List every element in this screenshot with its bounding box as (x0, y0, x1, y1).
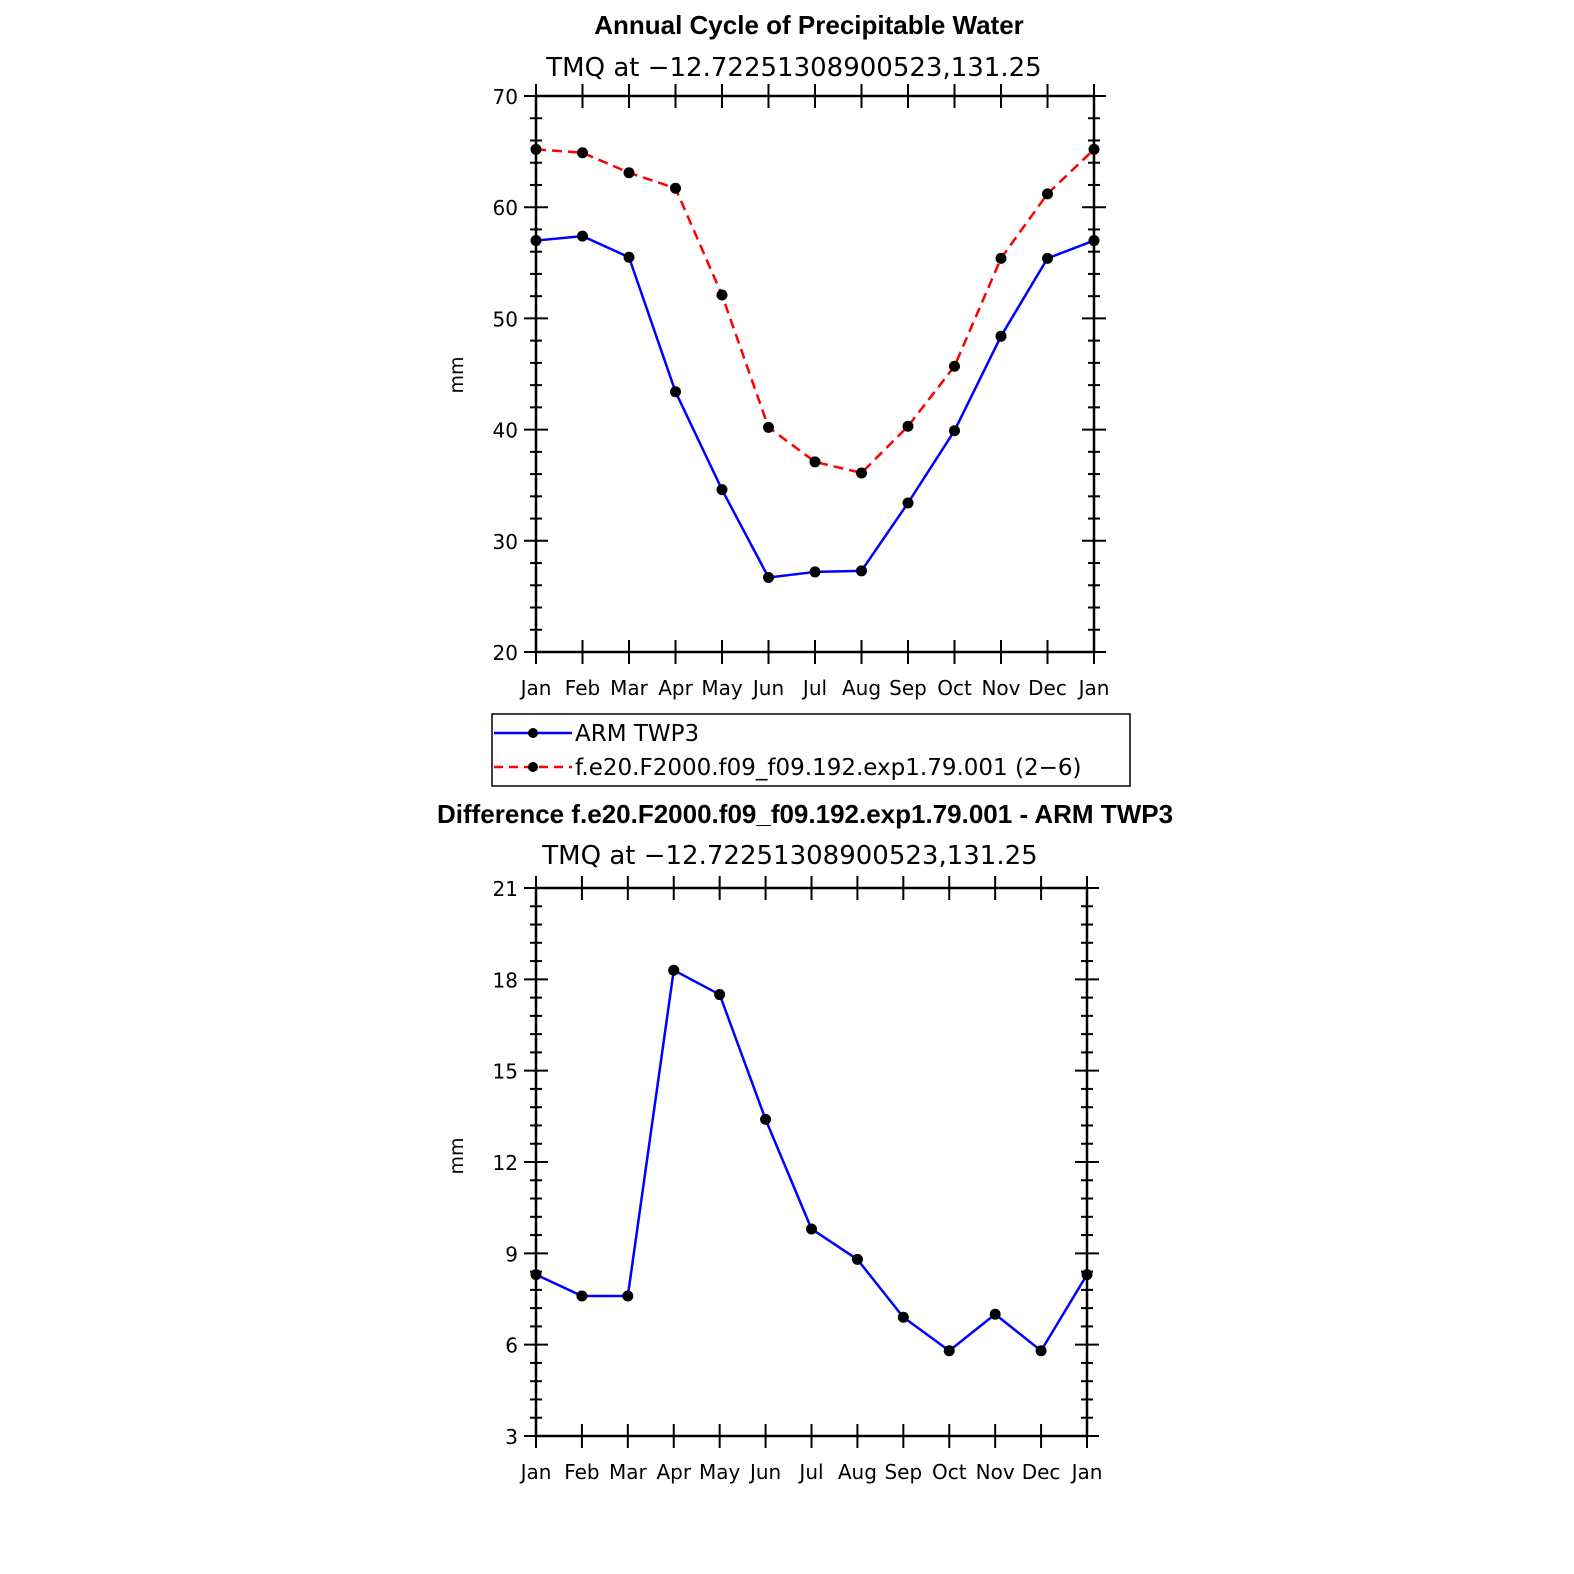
y-tick-label: 9 (505, 1242, 518, 1266)
x-tick-label: Jul (797, 1460, 823, 1484)
y-tick-label: 18 (493, 968, 518, 992)
data-point (989, 1308, 1001, 1320)
x-tick-label: Dec (1028, 676, 1067, 700)
series-line (535, 148, 1095, 475)
data-point (949, 425, 960, 437)
x-tick-label: Aug (842, 676, 881, 700)
plot-frame (534, 886, 1089, 1438)
x-tick-label: Mar (609, 1460, 648, 1484)
x-tick-label: Dec (1022, 1460, 1061, 1484)
data-point (1042, 188, 1053, 200)
x-tick-label: Mar (610, 676, 649, 700)
y-axis-label: mm (446, 1137, 468, 1174)
data-point (949, 360, 960, 372)
y-tick-label: 30 (493, 530, 518, 554)
data-point (763, 421, 774, 433)
data-point (670, 182, 681, 194)
series-line (535, 968, 1089, 1353)
x-tick-label: Nov (981, 676, 1020, 700)
x-tick-label: Nov (976, 1460, 1015, 1484)
difference-chart: Difference f.e20.F2000.f09_f09.192.exp1.… (437, 799, 1173, 1484)
y-tick-label: 20 (493, 641, 518, 665)
chart-title: Difference f.e20.F2000.f09_f09.192.exp1.… (437, 799, 1173, 829)
plot-area: 3 6 9 12 15 18 21 Jan Feb Mar Apr May Jun Jul Aug Sep Oc… (493, 876, 1103, 1484)
data-point (577, 147, 588, 159)
data-point (622, 1290, 634, 1302)
x-tick-label: Oct (937, 676, 972, 700)
data-point (856, 467, 867, 479)
y-tick-label: 50 (493, 307, 518, 331)
data-point (1035, 1345, 1047, 1357)
y-tick-label: 15 (493, 1060, 518, 1084)
legend-marker-arm (528, 728, 538, 738)
x-tick-label: Sep (884, 1460, 922, 1484)
data-point (806, 1223, 817, 1235)
data-point (1088, 143, 1100, 155)
data-point (809, 566, 821, 578)
data-point (716, 289, 728, 301)
x-tick-label: Jun (748, 1460, 781, 1484)
data-point (530, 235, 542, 247)
data-point (577, 230, 588, 242)
y-tick-label: 6 (505, 1334, 518, 1358)
data-point (1042, 252, 1053, 264)
data-point (716, 484, 728, 496)
legend-marker-model (528, 762, 538, 772)
x-tick-label: Jul (801, 676, 827, 700)
y-tick-label: 40 (493, 419, 518, 443)
legend: ARM TWP3 f.e20.F2000.f09_f09.192.exp1.79… (491, 713, 1131, 787)
data-point (1081, 1269, 1093, 1281)
x-tick-label: Jun (751, 676, 784, 700)
y-tick-label: 21 (493, 877, 518, 901)
data-point (995, 330, 1007, 342)
legend-label-arm: ARM TWP3 (575, 721, 699, 747)
data-point (714, 989, 726, 1001)
data-point (668, 964, 680, 976)
chart-subtitle: TMQ at −12.72251308900523,131.25 (541, 841, 1037, 871)
data-point (902, 497, 914, 509)
y-tick-label: 3 (505, 1425, 518, 1449)
data-point (995, 252, 1007, 264)
x-tick-label: Apr (658, 676, 693, 700)
x-tick-label: Jan (1070, 1460, 1103, 1484)
data-point (576, 1290, 588, 1302)
data-point (902, 420, 914, 432)
data-point (943, 1345, 955, 1357)
annual-cycle-chart: Annual Cycle of Precipitable Water TMQ a… (446, 10, 1109, 700)
data-point (809, 456, 821, 468)
x-tick-label: Apr (656, 1460, 691, 1484)
data-point (856, 565, 867, 577)
data-point (623, 251, 635, 263)
plot-area: 20 30 40 50 60 70 Jan Feb Mar Apr May Jun Jul Aug Sep O… (493, 84, 1110, 700)
x-tick-label: Jan (1077, 676, 1110, 700)
legend-box (491, 713, 1131, 787)
x-tick-label: May (699, 1460, 741, 1484)
data-point (760, 1113, 772, 1125)
x-tick-label: Sep (889, 676, 927, 700)
x-tick-label: Feb (565, 676, 600, 700)
data-point (530, 143, 542, 155)
series-line (535, 234, 1095, 579)
data-point (897, 1311, 909, 1323)
legend-label-model: f.e20.F2000.f09_f09.192.exp1.79.001 (2−6… (575, 755, 1081, 781)
data-point (851, 1253, 863, 1265)
x-tick-label: Oct (932, 1460, 967, 1484)
y-tick-label: 12 (493, 1151, 518, 1175)
y-tick-label: 70 (493, 85, 518, 109)
x-tick-label: Jan (519, 1460, 552, 1484)
x-tick-label: Jan (519, 676, 552, 700)
x-tick-label: Feb (564, 1460, 599, 1484)
y-tick-label: 60 (493, 196, 518, 220)
x-tick-label: Aug (838, 1460, 877, 1484)
chart-title: Annual Cycle of Precipitable Water (594, 10, 1024, 40)
y-axis-label: mm (446, 356, 468, 393)
chart-subtitle: TMQ at −12.72251308900523,131.25 (545, 53, 1041, 83)
data-point (623, 167, 635, 179)
data-point (530, 1269, 542, 1281)
x-tick-label: May (701, 676, 743, 700)
data-point (763, 571, 774, 583)
data-point (670, 386, 681, 398)
data-point (1088, 235, 1100, 247)
